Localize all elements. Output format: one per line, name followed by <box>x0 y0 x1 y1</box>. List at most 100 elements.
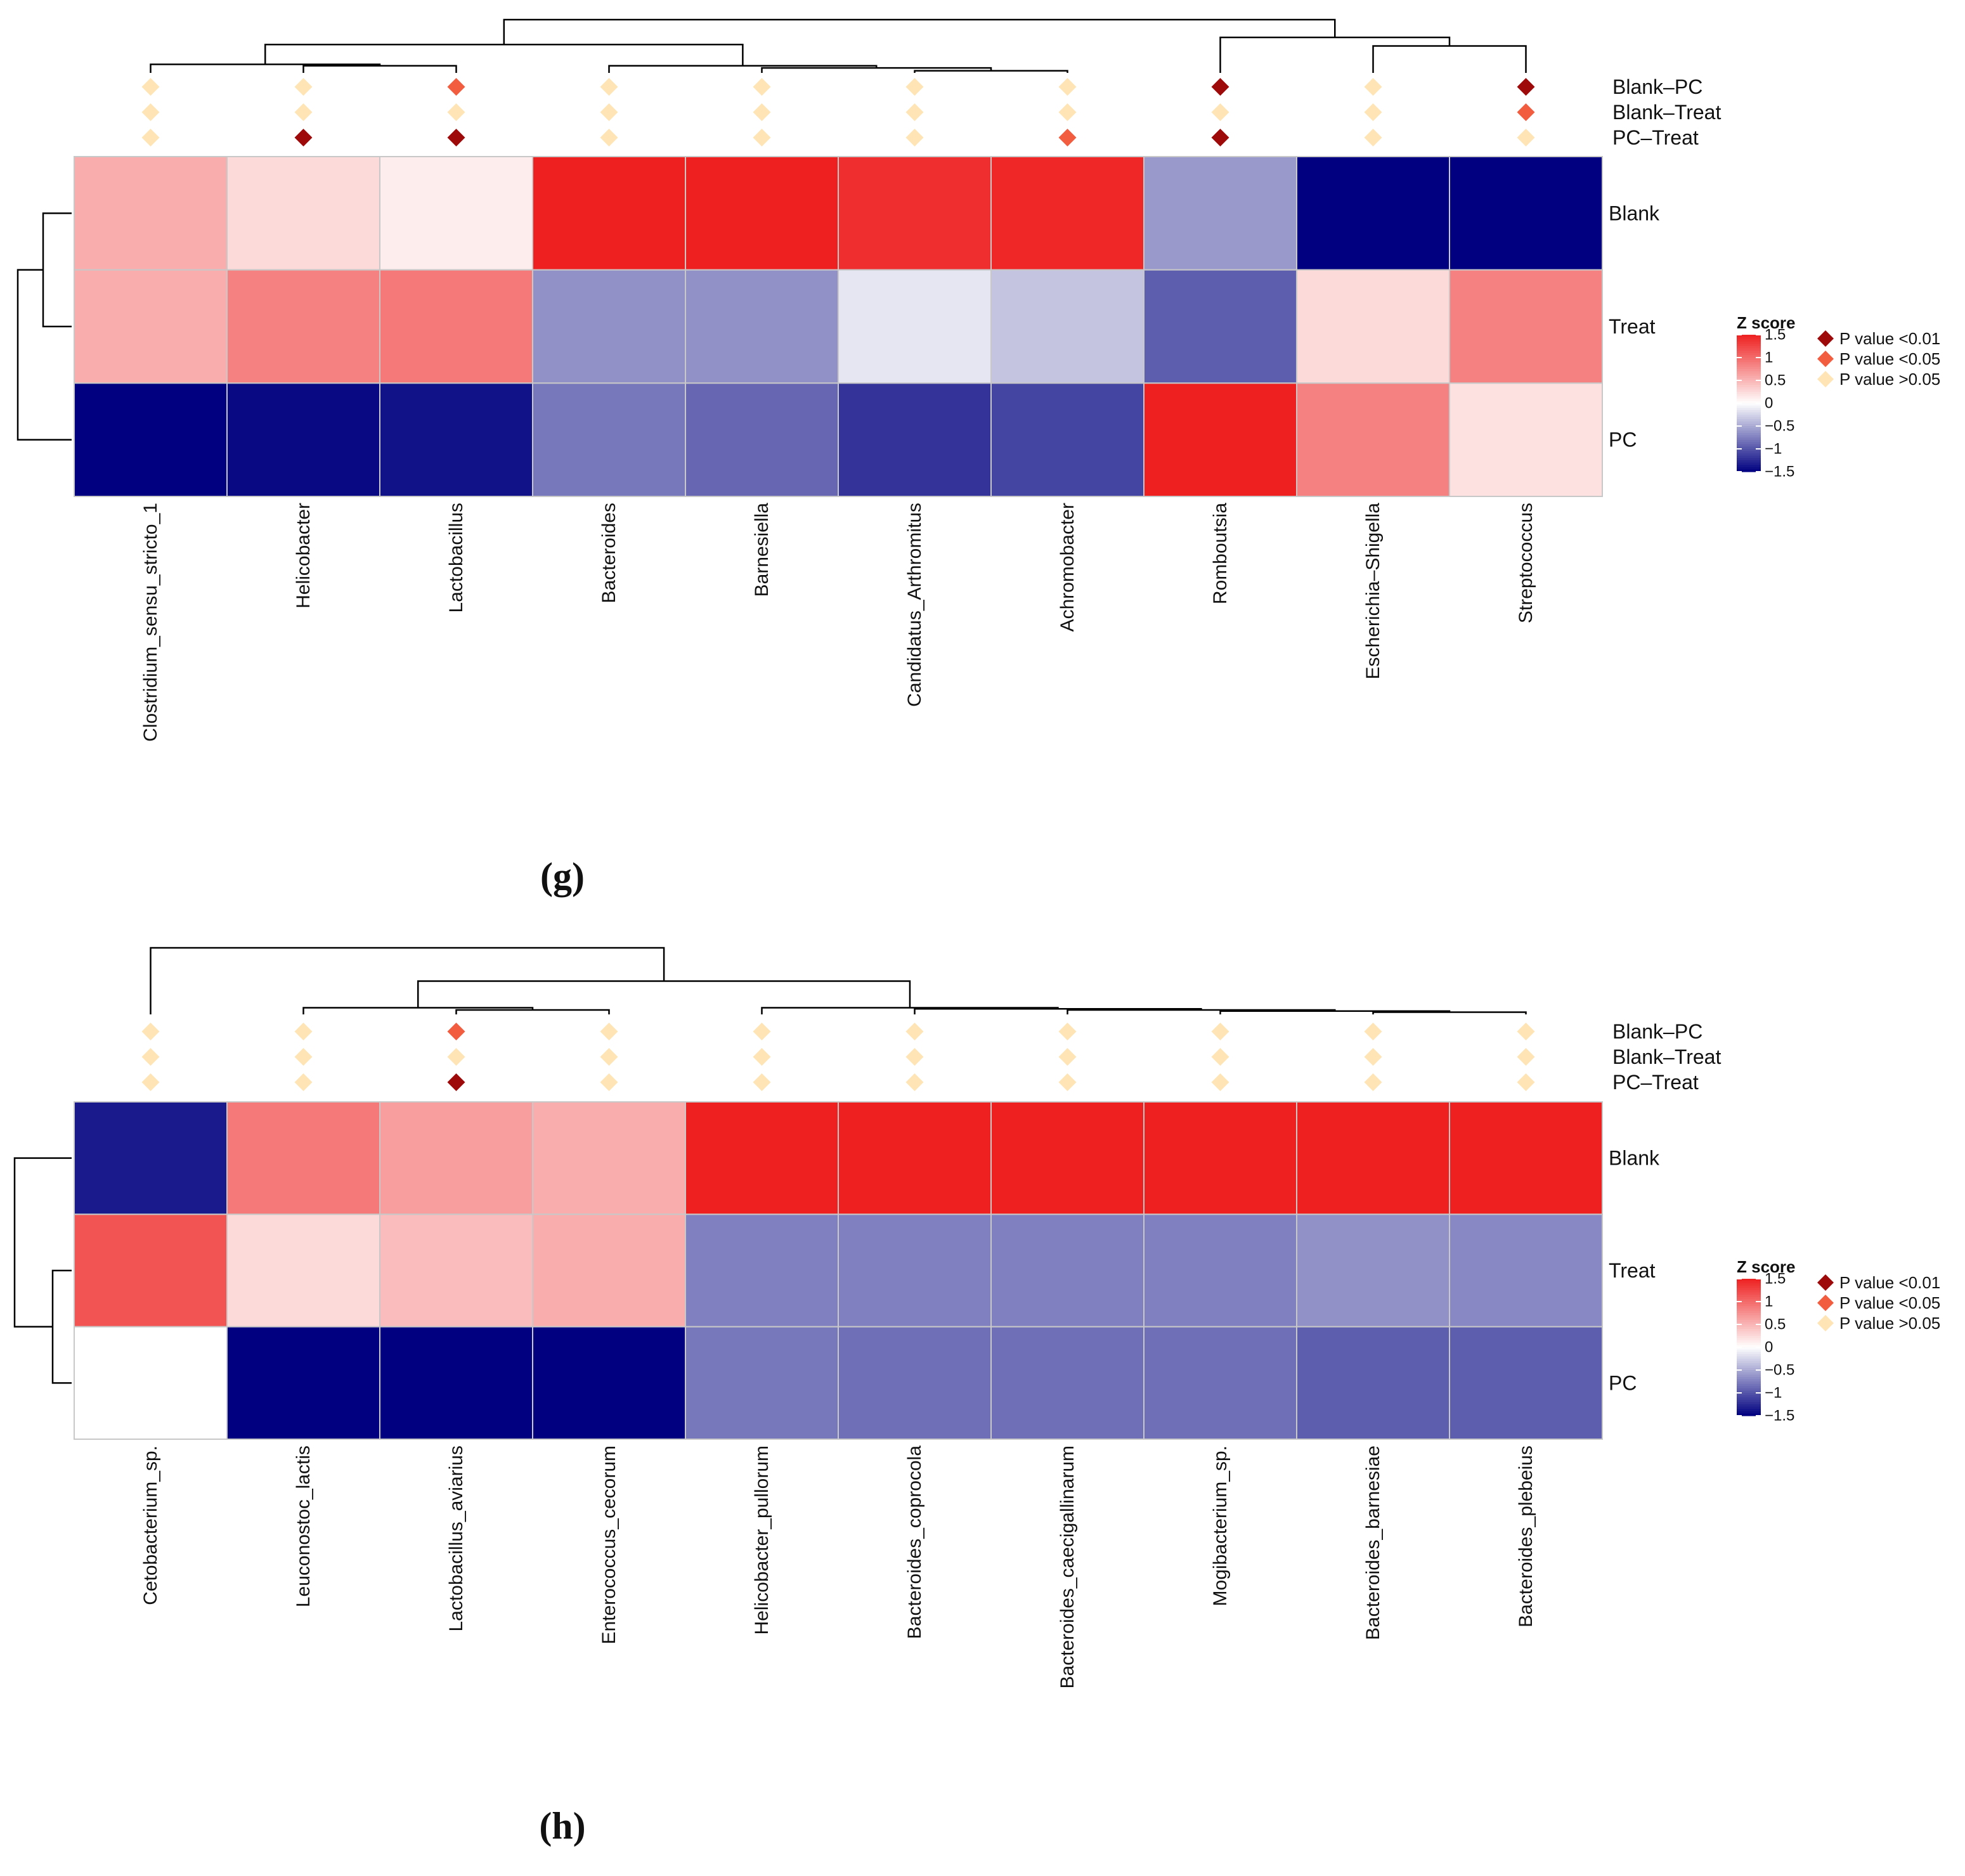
legend-colorbar-segment <box>1737 1354 1761 1357</box>
significance-marker-ns <box>753 129 771 146</box>
legend-p-label: P value <0.05 <box>1839 1293 1940 1312</box>
significance-marker-ns <box>600 103 618 121</box>
heatmap-cell <box>1143 269 1297 384</box>
heatmap-cell <box>226 1101 380 1215</box>
legend-colorbar-segment <box>1737 398 1761 401</box>
legend-tick-label: −0.5 <box>1765 1362 1794 1379</box>
column-dendrogram-branch <box>264 43 744 66</box>
legend-colorbar-segment <box>1737 1299 1761 1302</box>
row-label: Treat <box>1609 315 1656 338</box>
heatmap-cell <box>685 382 839 497</box>
legend-colorbar-segment <box>1737 435 1761 438</box>
significance-marker-ns <box>1364 1073 1382 1091</box>
legend-tick-label: 1.5 <box>1765 327 1786 344</box>
heatmap-cell <box>838 269 992 384</box>
legend-title: Z score <box>1737 1257 1796 1276</box>
legend-colorbar-segment <box>1737 451 1761 454</box>
significance-marker-ns <box>753 1048 771 1066</box>
legend-colorbar-segment <box>1737 339 1761 342</box>
legend-tick-label: −1 <box>1765 1385 1782 1402</box>
legend-colorbar-segment <box>1737 1302 1761 1305</box>
legend-colorbar-segment <box>1737 344 1761 347</box>
legend-colorbar-segment <box>1737 1359 1761 1362</box>
heatmap-cell <box>838 382 992 497</box>
row-label: Blank <box>1609 1147 1660 1170</box>
significance-marker-ns <box>905 1023 924 1040</box>
significance-marker-ns <box>1058 78 1077 96</box>
legend-colorbar-segment <box>1737 1319 1761 1323</box>
diamond-icon <box>1817 330 1834 347</box>
legend-colorbar-segment <box>1737 358 1761 361</box>
column-dendrogram-branch <box>1372 45 1527 73</box>
significance-marker-ns <box>294 78 313 96</box>
legend-p-label: P value >0.05 <box>1839 370 1940 389</box>
significance-marker-ns <box>600 129 618 146</box>
heatmap-cell <box>685 269 839 384</box>
significance-marker-ns <box>1364 129 1382 146</box>
significance-marker-ns <box>1211 1023 1229 1040</box>
column-label: Barnesiella <box>751 503 772 597</box>
heatmap-cell <box>1296 269 1450 384</box>
legend-colorbar-segment <box>1737 1288 1761 1291</box>
column-label: Streptococcus <box>1515 503 1536 623</box>
significance-marker-ns <box>905 78 924 96</box>
significance-marker-ns <box>753 1023 771 1040</box>
column-label: Lactobacillus <box>446 503 467 612</box>
significance-marker-ns <box>1211 103 1229 121</box>
heatmap-cell <box>532 382 686 497</box>
comparison-label: PC–Treat <box>1612 126 1699 149</box>
legend-colorbar-segment <box>1737 410 1761 413</box>
significance-marker-ns <box>1058 1048 1077 1066</box>
heatmap-cell <box>1296 1326 1450 1440</box>
column-label: Bacteroides_coprocola <box>904 1446 925 1640</box>
column-dendrogram-branch <box>503 18 1336 45</box>
heatmap-cell <box>226 269 380 384</box>
legend-colorbar-segment <box>1737 1352 1761 1355</box>
significance-marker-ns <box>600 78 618 96</box>
legend-colorbar-segment <box>1737 424 1761 427</box>
significance-marker-ns <box>600 1023 618 1040</box>
legend-tick-label: −0.5 <box>1765 418 1794 435</box>
legend-colorbar-segment <box>1737 1313 1761 1316</box>
column-dendrogram-branch <box>150 947 665 1014</box>
column-label: Helicobacter_pullorum <box>751 1446 772 1634</box>
legend-colorbar-segment <box>1737 1297 1761 1300</box>
heatmap-cell <box>990 1101 1145 1215</box>
legend-colorbar-segment <box>1737 375 1761 378</box>
legend-tick-label: 0 <box>1765 1339 1773 1356</box>
diamond-icon <box>1817 1315 1834 1331</box>
legend-colorbar-segment <box>1737 1363 1761 1366</box>
legend-p-label: P value >0.05 <box>1839 1314 1940 1333</box>
legend-tick-label: −1 <box>1765 441 1782 458</box>
legend-colorbar-segment <box>1737 465 1761 468</box>
legend-colorbar-segment <box>1737 458 1761 461</box>
column-dendrogram-branch <box>1372 1011 1527 1014</box>
legend-colorbar-segment <box>1737 1393 1761 1396</box>
heatmap-cell <box>226 1213 380 1328</box>
legend-colorbar-segment <box>1737 1290 1761 1293</box>
significance-marker-ns <box>447 103 465 121</box>
legend-colorbar-segment <box>1737 421 1761 424</box>
legend-colorbar-segment <box>1737 1381 1761 1385</box>
legend-colorbar-segment <box>1737 364 1761 367</box>
significance-marker-ns <box>1364 1023 1382 1040</box>
legend-colorbar-segment <box>1737 1340 1761 1343</box>
column-label: Bacteroides_barnesiae <box>1363 1446 1384 1640</box>
heatmap-cell <box>838 1101 992 1215</box>
significance-marker-ns <box>905 1048 924 1066</box>
legend-colorbar-segment <box>1737 415 1761 418</box>
legend-colorbar-segment <box>1737 1368 1761 1371</box>
heatmap-cell <box>379 382 533 497</box>
heatmap-cell <box>532 1101 686 1215</box>
legend-colorbar-segment <box>1737 1379 1761 1382</box>
legend-colorbar-segment <box>1737 446 1761 450</box>
significance-marker-ns <box>1058 103 1077 121</box>
legend-colorbar-segment <box>1737 1361 1761 1364</box>
significance-marker-ns <box>753 103 771 121</box>
column-label: Clostridium_sensu_stricto_1 <box>140 503 161 742</box>
legend-colorbar-segment <box>1737 1303 1761 1307</box>
legend-colorbar-segment <box>1737 437 1761 441</box>
heatmap-cell <box>1143 1326 1297 1440</box>
column-label: Achromobacter <box>1057 503 1078 631</box>
column-label: Leuconostoc_lactis <box>293 1446 314 1607</box>
